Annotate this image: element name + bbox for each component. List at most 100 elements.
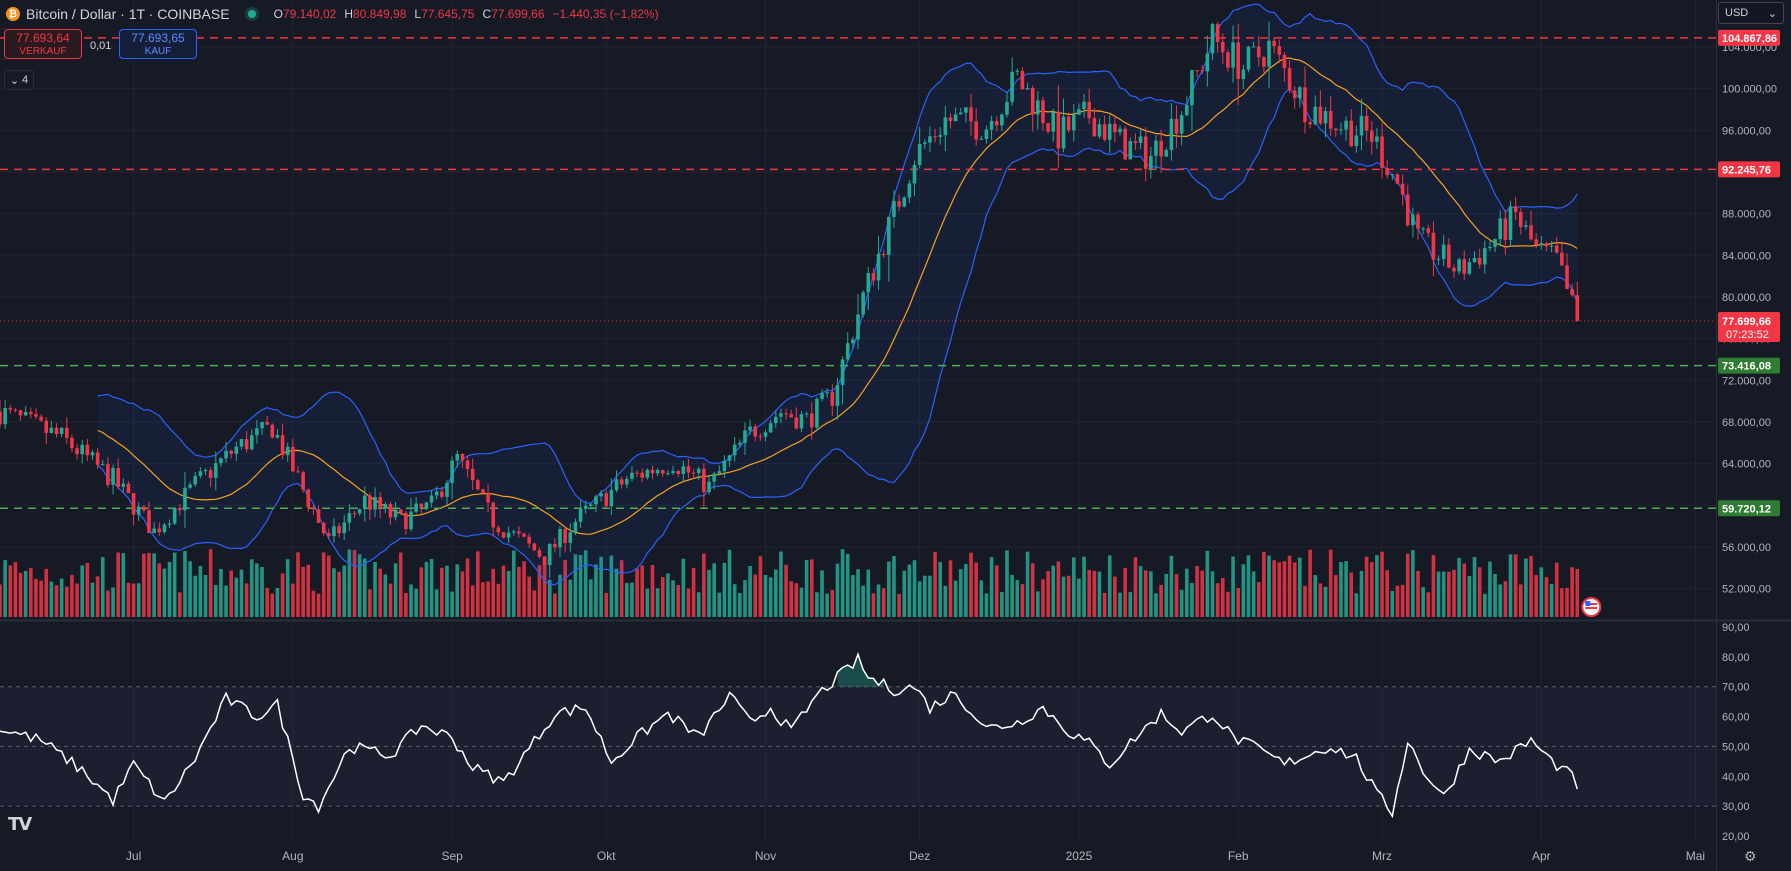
candle — [1128, 137, 1133, 160]
gear-icon[interactable]: ⚙ — [1744, 848, 1757, 864]
volume-bar — [1220, 578, 1225, 617]
candle — [619, 476, 624, 489]
candle-body — [933, 136, 937, 138]
volume-bar — [357, 554, 362, 617]
buy-button[interactable]: 77.693,65 KAUF — [119, 29, 197, 59]
indicators-toggle[interactable]: ⌄ 4 — [4, 70, 34, 90]
candle — [758, 433, 763, 441]
price-axis[interactable]: 52.000,0056.000,0060.000,0064.000,0068.0… — [1718, 29, 1780, 843]
volume-bar — [213, 585, 218, 617]
candle — [691, 468, 696, 478]
candle — [979, 135, 984, 141]
candle-body — [799, 414, 804, 429]
sell-button[interactable]: 77.693,64 VERKAUF — [4, 29, 82, 59]
candle-body — [820, 393, 824, 399]
volume-bar — [686, 588, 691, 617]
candle-body — [265, 421, 269, 425]
candle — [203, 468, 208, 476]
volume-bar — [152, 553, 156, 617]
candles[interactable] — [0, 21, 1580, 578]
candle — [625, 475, 629, 489]
candle — [1524, 220, 1528, 230]
candle — [1159, 129, 1163, 173]
candle-body — [44, 420, 49, 433]
volume-bar — [285, 559, 290, 617]
bitcoin-icon[interactable]: ₿ — [6, 7, 20, 21]
volume-bar — [486, 581, 490, 617]
volume-bar — [938, 561, 943, 617]
candle-body — [1215, 24, 1220, 42]
volume-bar — [1149, 571, 1153, 617]
candle — [198, 466, 203, 479]
change-value: −1.440,35 (−1,82%) — [552, 7, 659, 21]
candle — [511, 529, 516, 536]
candle-body — [994, 120, 999, 126]
candle-body — [619, 479, 624, 485]
candle — [958, 107, 963, 115]
candle-body — [1123, 128, 1127, 160]
time-tick-label: 2025 — [1066, 849, 1093, 863]
candle — [984, 125, 989, 144]
candle — [1328, 96, 1333, 136]
candle — [188, 481, 192, 490]
volume-bar — [758, 556, 763, 617]
volume-bar — [291, 583, 295, 617]
volume-bar — [943, 585, 948, 617]
volume-bar — [1107, 555, 1112, 617]
candle-body — [357, 509, 362, 514]
volume-bar — [712, 563, 716, 617]
volume-bar — [337, 571, 341, 617]
time-axis[interactable]: Jul Aug Sep Okt Nov Dez 2025 Feb Mrz Apr Mai — [126, 849, 1705, 863]
candle — [342, 514, 347, 541]
candle — [95, 448, 100, 469]
volume-bar — [804, 559, 809, 617]
candle — [429, 490, 434, 508]
tradingview-logo-icon[interactable]: TV — [8, 814, 32, 835]
candle-body — [1262, 57, 1266, 67]
candle — [1149, 147, 1153, 179]
candle — [1041, 96, 1045, 131]
candle-body — [522, 533, 526, 537]
volume-bar — [229, 570, 233, 617]
volume-bar — [1518, 584, 1523, 617]
volume-bar — [90, 582, 95, 617]
candle — [85, 438, 90, 461]
candle-body — [208, 470, 213, 478]
currency-selector[interactable]: USD ⌄ — [1718, 2, 1784, 24]
candle-body — [1303, 87, 1307, 123]
symbol-title[interactable]: Bitcoin / Dollar · 1T · COINBASE — [26, 6, 230, 22]
volume-bar — [296, 552, 300, 617]
candle-body — [450, 460, 454, 483]
volume-bar — [347, 549, 352, 617]
volume-bar — [671, 580, 675, 617]
us-events-flag-icon[interactable] — [1581, 597, 1602, 617]
candle-body — [244, 439, 249, 450]
volume-bar — [70, 574, 74, 617]
candle-body — [1416, 214, 1420, 229]
candle — [527, 533, 531, 549]
candle-body — [922, 142, 927, 145]
candle — [131, 493, 136, 526]
volume-bar — [506, 571, 511, 617]
candle — [902, 196, 907, 208]
candle-body — [712, 473, 716, 482]
volume-bar — [1128, 592, 1133, 617]
candle — [1411, 207, 1415, 238]
rsi-tick-label: 70,00 — [1722, 682, 1750, 694]
candle — [1298, 85, 1302, 108]
candle — [368, 492, 372, 520]
candle-body — [275, 435, 280, 438]
candle — [732, 436, 737, 462]
candle-body — [511, 531, 516, 533]
volume-bar — [969, 552, 973, 617]
candle-body — [70, 437, 74, 449]
volume-bar — [378, 568, 382, 617]
candle — [974, 107, 978, 146]
candle — [753, 423, 758, 442]
candle-body — [938, 135, 943, 137]
volume-bar — [748, 565, 752, 617]
candle-body — [686, 466, 691, 473]
candle-body — [532, 543, 537, 551]
candle-body — [116, 468, 120, 487]
